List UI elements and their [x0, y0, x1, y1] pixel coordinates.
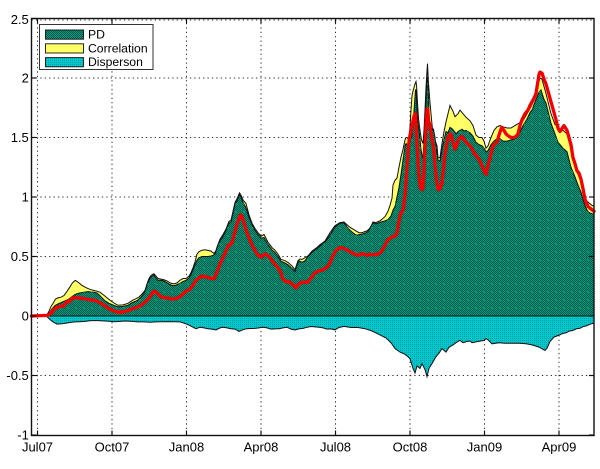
- svg-text:Apr09: Apr09: [542, 440, 577, 455]
- svg-text:Disperson: Disperson: [88, 55, 143, 69]
- svg-text:2: 2: [22, 71, 29, 86]
- svg-text:2.5: 2.5: [11, 12, 29, 27]
- svg-text:Correlation: Correlation: [88, 41, 148, 55]
- svg-text:Jul07: Jul07: [22, 440, 53, 455]
- svg-text:-0.5: -0.5: [6, 368, 28, 383]
- svg-text:Apr08: Apr08: [244, 440, 279, 455]
- svg-text:1.5: 1.5: [11, 130, 29, 145]
- svg-text:Oct07: Oct07: [95, 440, 130, 455]
- svg-text:Oct08: Oct08: [393, 440, 428, 455]
- svg-text:Jan09: Jan09: [467, 440, 502, 455]
- svg-text:0: 0: [22, 309, 29, 324]
- svg-text:-1: -1: [17, 428, 29, 443]
- svg-text:0.5: 0.5: [11, 249, 29, 264]
- svg-text:PD: PD: [88, 28, 105, 42]
- svg-text:1: 1: [22, 190, 29, 205]
- svg-text:Jan08: Jan08: [169, 440, 204, 455]
- svg-text:Jul08: Jul08: [320, 440, 351, 455]
